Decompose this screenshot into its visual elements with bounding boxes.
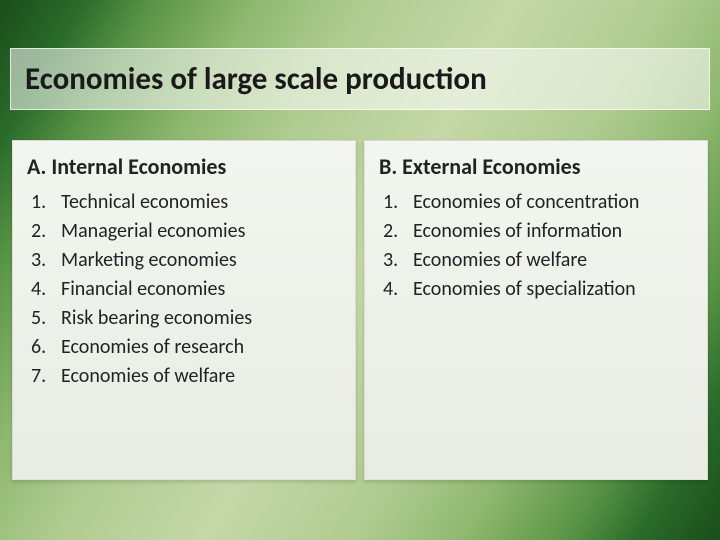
internal-heading: A. Internal Economies — [27, 153, 341, 180]
list-item: Economies of specialization — [383, 275, 693, 304]
slide-title: Economies of large scale production — [25, 60, 487, 98]
external-list: Economies of concentration Economies of … — [379, 188, 693, 304]
list-item: Economies of welfare — [31, 362, 341, 391]
list-item: Technical economies — [31, 188, 341, 217]
list-item: Economies of research — [31, 333, 341, 362]
list-item: Economies of concentration — [383, 188, 693, 217]
external-heading: B. External Economies — [379, 153, 693, 180]
internal-list: Technical economies Managerial economies… — [27, 188, 341, 391]
external-economies-card: B. External Economies Economies of conce… — [364, 140, 708, 480]
title-bar: Economies of large scale production — [10, 48, 710, 110]
list-item: Economies of welfare — [383, 246, 693, 275]
list-item: Financial economies — [31, 275, 341, 304]
list-item: Risk bearing economies — [31, 304, 341, 333]
list-item: Marketing economies — [31, 246, 341, 275]
columns-container: A. Internal Economies Technical economie… — [12, 140, 708, 480]
internal-economies-card: A. Internal Economies Technical economie… — [12, 140, 356, 480]
list-item: Economies of information — [383, 217, 693, 246]
list-item: Managerial economies — [31, 217, 341, 246]
